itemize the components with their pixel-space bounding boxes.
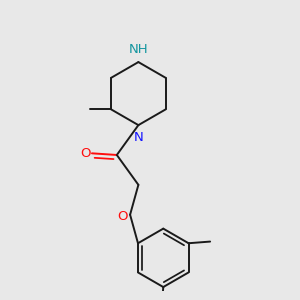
Text: N: N [134,131,143,144]
Text: O: O [117,210,128,223]
Text: NH: NH [129,43,148,56]
Text: O: O [80,147,91,160]
